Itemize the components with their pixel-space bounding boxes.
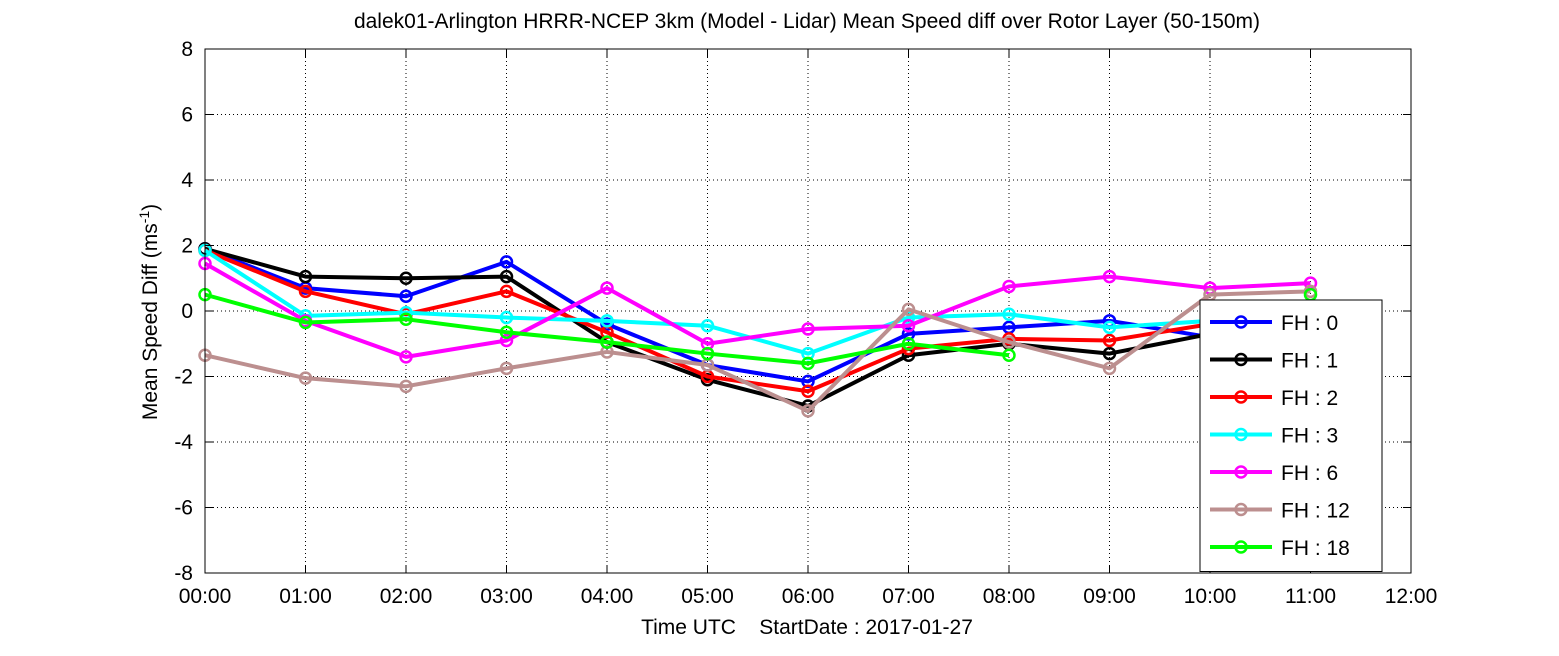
y-axis-label-tail: ) bbox=[139, 204, 162, 211]
data-point bbox=[1002, 279, 1016, 294]
legend-marker bbox=[1234, 390, 1248, 404]
x-tick-label: 07:00 bbox=[882, 585, 935, 608]
data-point bbox=[298, 284, 313, 299]
x-tick-label: 00:00 bbox=[179, 585, 232, 608]
data-point bbox=[600, 335, 614, 349]
axes: 00:00 01:00 02:00 03:00 04:00 05:00 06:00 07:00… bbox=[174, 38, 1437, 608]
y-tick-label: -2 bbox=[174, 366, 193, 389]
data-point bbox=[499, 284, 514, 299]
series-line bbox=[204, 246, 1211, 408]
series-line bbox=[204, 289, 1311, 413]
x-tick-label: 09:00 bbox=[1083, 585, 1136, 608]
data-point bbox=[399, 271, 413, 285]
x-tick-label: 06:00 bbox=[782, 585, 835, 608]
data-point bbox=[801, 356, 815, 371]
data-point bbox=[298, 269, 313, 284]
legend-item: FH : 12 bbox=[1210, 500, 1350, 523]
data-point bbox=[499, 255, 514, 269]
series-line bbox=[204, 248, 1211, 394]
legend-marker bbox=[1234, 502, 1248, 517]
y-axis-label: Mean Speed Diff (ms-1) bbox=[136, 204, 162, 420]
legend-marker bbox=[1234, 315, 1248, 329]
data-point bbox=[1102, 333, 1117, 348]
legend: FH : 0 FH : 1 FH : 2 FH : 3 FH : 6 FH : 12 FH … bbox=[1199, 299, 1383, 572]
x-tick-label: 11:00 bbox=[1285, 585, 1336, 608]
legend-label: FH : 18 bbox=[1281, 537, 1350, 560]
legend-marker bbox=[1234, 465, 1248, 479]
data-point bbox=[801, 384, 815, 398]
y-tick-label: -4 bbox=[174, 431, 193, 454]
legend-item: FH : 6 bbox=[1210, 462, 1338, 485]
data-point bbox=[600, 281, 614, 295]
legend-marker bbox=[1234, 427, 1248, 442]
series-6 bbox=[198, 287, 1318, 371]
data-point bbox=[399, 379, 413, 394]
data-point bbox=[700, 346, 715, 361]
data-point bbox=[399, 350, 413, 364]
x-tick-label: 05:00 bbox=[681, 585, 734, 608]
legend-label: FH : 2 bbox=[1281, 387, 1338, 410]
y-axis-label-main: Mean Speed Diff (ms bbox=[139, 223, 162, 420]
data-point bbox=[499, 269, 514, 284]
legend-label: FH : 0 bbox=[1281, 312, 1338, 335]
legend-item: FH : 0 bbox=[1210, 312, 1338, 335]
y-tick-label: 4 bbox=[181, 169, 193, 192]
x-axis-label: Time UTC StartDate : 2017-01-27 bbox=[641, 616, 973, 639]
x-tick-label: 08:00 bbox=[983, 585, 1036, 608]
x-tick-label: 01:00 bbox=[279, 585, 332, 608]
chart-title: dalek01-Arlington HRRR-NCEP 3km (Model -… bbox=[354, 10, 1260, 33]
x-tick-label: 02:00 bbox=[380, 585, 433, 608]
legend-item: FH : 3 bbox=[1210, 425, 1338, 448]
data-point bbox=[1102, 346, 1117, 361]
data-point bbox=[1002, 335, 1016, 349]
data-point bbox=[399, 289, 413, 304]
series-4 bbox=[198, 256, 1318, 364]
series-line bbox=[204, 292, 1010, 366]
data-point bbox=[499, 325, 514, 340]
data-point bbox=[1002, 307, 1016, 322]
legend-label: FH : 6 bbox=[1281, 462, 1338, 485]
legend-marker bbox=[1234, 540, 1248, 554]
data-point bbox=[1102, 269, 1117, 284]
x-tick-label: 03:00 bbox=[480, 585, 533, 608]
y-tick-label: 8 bbox=[181, 38, 193, 61]
series-line bbox=[204, 261, 1311, 359]
y-tick-label: -8 bbox=[174, 562, 193, 585]
x-tick-label: 04:00 bbox=[581, 585, 634, 608]
y-tick-label: 0 bbox=[181, 300, 193, 323]
x-tick-label: 12:00 bbox=[1385, 585, 1438, 608]
legend-label: FH : 3 bbox=[1281, 425, 1338, 448]
legend-item: FH : 1 bbox=[1210, 350, 1338, 373]
legend-label: FH : 12 bbox=[1281, 500, 1350, 523]
data-point bbox=[801, 404, 815, 418]
y-tick-label: -6 bbox=[174, 497, 193, 520]
legend-item: FH : 18 bbox=[1210, 537, 1350, 560]
data-point bbox=[499, 361, 514, 376]
data-point bbox=[901, 318, 916, 333]
data-point bbox=[600, 314, 614, 328]
data-point bbox=[399, 312, 413, 326]
data-point bbox=[1102, 361, 1117, 376]
y-axis-label-superscript: -1 bbox=[136, 211, 152, 224]
y-tick-label: 6 bbox=[181, 104, 193, 127]
data-point bbox=[901, 337, 916, 351]
x-tick-label: 10:00 bbox=[1184, 585, 1237, 608]
data-point bbox=[499, 310, 514, 325]
data-point bbox=[700, 318, 715, 333]
data-point bbox=[801, 322, 815, 336]
data-point bbox=[298, 315, 313, 330]
data-point bbox=[499, 333, 514, 348]
legend-marker bbox=[1234, 352, 1248, 367]
data-point bbox=[901, 302, 916, 317]
y-tick-label: 2 bbox=[181, 235, 193, 258]
series-line bbox=[203, 248, 1211, 356]
legend-label: FH : 1 bbox=[1281, 350, 1338, 373]
data-point bbox=[298, 371, 313, 385]
legend-item: FH : 2 bbox=[1210, 387, 1338, 410]
data-point bbox=[1102, 320, 1117, 335]
data-point bbox=[1002, 348, 1016, 362]
